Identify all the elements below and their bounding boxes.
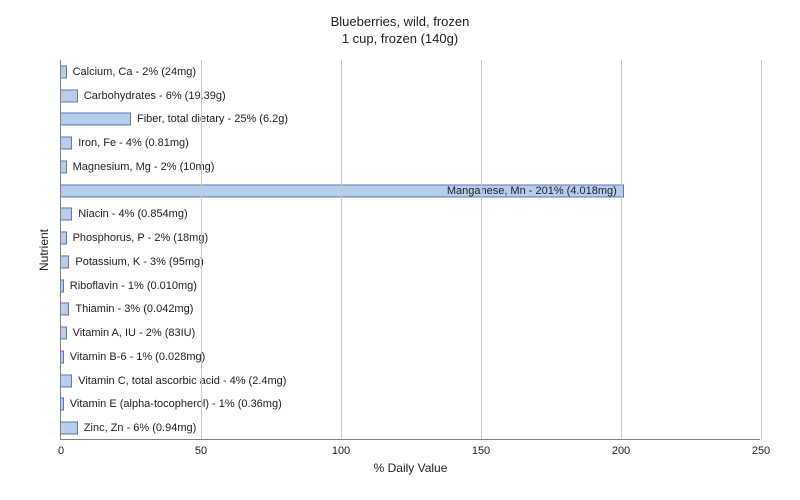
bar-row: Riboflavin - 1% (0.010mg) bbox=[61, 274, 760, 298]
bar-row: Vitamin C, total ascorbic acid - 4% (2.4… bbox=[61, 369, 760, 393]
bar bbox=[61, 279, 64, 292]
bar bbox=[61, 398, 64, 411]
x-tick-label: 50 bbox=[195, 445, 207, 457]
bar-row: Manganese, Mn - 201% (4.018mg) bbox=[61, 179, 760, 203]
x-tick-label: 0 bbox=[58, 445, 64, 457]
chart-title-line2: 1 cup, frozen (140g) bbox=[342, 31, 458, 46]
bar-row: Vitamin A, IU - 2% (83IU) bbox=[61, 321, 760, 345]
bar-label: Riboflavin - 1% (0.010mg) bbox=[70, 280, 197, 292]
bar bbox=[61, 137, 72, 150]
x-tick-label: 250 bbox=[752, 445, 770, 457]
bars-container: Calcium, Ca - 2% (24mg) Carbohydrates - 6… bbox=[61, 60, 760, 439]
bar-label: Vitamin A, IU - 2% (83IU) bbox=[73, 327, 196, 339]
bar-label: Niacin - 4% (0.854mg) bbox=[78, 208, 187, 220]
bar-row: Phosphorus, P - 2% (18mg) bbox=[61, 226, 760, 250]
bar bbox=[61, 208, 72, 221]
bar bbox=[61, 255, 69, 268]
gridline bbox=[201, 60, 202, 439]
bar bbox=[61, 65, 67, 78]
bar-label: Iron, Fe - 4% (0.81mg) bbox=[78, 137, 189, 149]
plot-area: Nutrient % Daily Value Calcium, Ca - 2% … bbox=[60, 60, 760, 440]
bar-label: Manganese, Mn - 201% (4.018mg) bbox=[447, 185, 617, 197]
y-axis-label: Nutrient bbox=[37, 228, 51, 270]
bar-row: Fiber, total dietary - 25% (6.2g) bbox=[61, 108, 760, 132]
bar-label: Thiamin - 3% (0.042mg) bbox=[75, 303, 193, 315]
bar-label: Vitamin C, total ascorbic acid - 4% (2.4… bbox=[78, 375, 286, 387]
bar bbox=[61, 160, 67, 173]
bar-label: Calcium, Ca - 2% (24mg) bbox=[73, 66, 196, 78]
bar-row: Vitamin E (alpha-tocopherol) - 1% (0.36m… bbox=[61, 393, 760, 417]
bar-label: Vitamin E (alpha-tocopherol) - 1% (0.36m… bbox=[70, 398, 282, 410]
x-tick-label: 200 bbox=[612, 445, 630, 457]
x-axis-label: % Daily Value bbox=[61, 461, 760, 475]
bar-label: Fiber, total dietary - 25% (6.2g) bbox=[137, 113, 288, 125]
gridline bbox=[761, 60, 762, 439]
chart-title: Blueberries, wild, frozen 1 cup, frozen … bbox=[0, 14, 800, 48]
bar-row: Iron, Fe - 4% (0.81mg) bbox=[61, 131, 760, 155]
bar bbox=[61, 327, 67, 340]
bar bbox=[61, 113, 131, 126]
bar-row: Thiamin - 3% (0.042mg) bbox=[61, 298, 760, 322]
bar-row: Niacin - 4% (0.854mg) bbox=[61, 203, 760, 227]
bar bbox=[61, 422, 78, 435]
x-tick-label: 150 bbox=[472, 445, 490, 457]
bar-row: Calcium, Ca - 2% (24mg) bbox=[61, 60, 760, 84]
bar bbox=[61, 89, 78, 102]
bar bbox=[61, 232, 67, 245]
bar-row: Potassium, K - 3% (95mg) bbox=[61, 250, 760, 274]
bar-row: Carbohydrates - 6% (19.39g) bbox=[61, 84, 760, 108]
bar-label: Phosphorus, P - 2% (18mg) bbox=[73, 232, 209, 244]
bar-label: Potassium, K - 3% (95mg) bbox=[75, 256, 203, 268]
bar bbox=[61, 350, 64, 363]
bar-label: Magnesium, Mg - 2% (10mg) bbox=[73, 161, 215, 173]
bar bbox=[61, 303, 69, 316]
bar-row: Vitamin B-6 - 1% (0.028mg) bbox=[61, 345, 760, 369]
gridline bbox=[341, 60, 342, 439]
gridline bbox=[621, 60, 622, 439]
nutrition-chart: Blueberries, wild, frozen 1 cup, frozen … bbox=[0, 0, 800, 500]
gridline bbox=[481, 60, 482, 439]
bar-row: Zinc, Zn - 6% (0.94mg) bbox=[61, 416, 760, 440]
bar bbox=[61, 374, 72, 387]
bar-row: Magnesium, Mg - 2% (10mg) bbox=[61, 155, 760, 179]
bar-label: Carbohydrates - 6% (19.39g) bbox=[84, 90, 226, 102]
bar-label: Zinc, Zn - 6% (0.94mg) bbox=[84, 422, 196, 434]
chart-title-line1: Blueberries, wild, frozen bbox=[331, 14, 470, 29]
bar-label: Vitamin B-6 - 1% (0.028mg) bbox=[70, 351, 206, 363]
x-tick-label: 100 bbox=[332, 445, 350, 457]
